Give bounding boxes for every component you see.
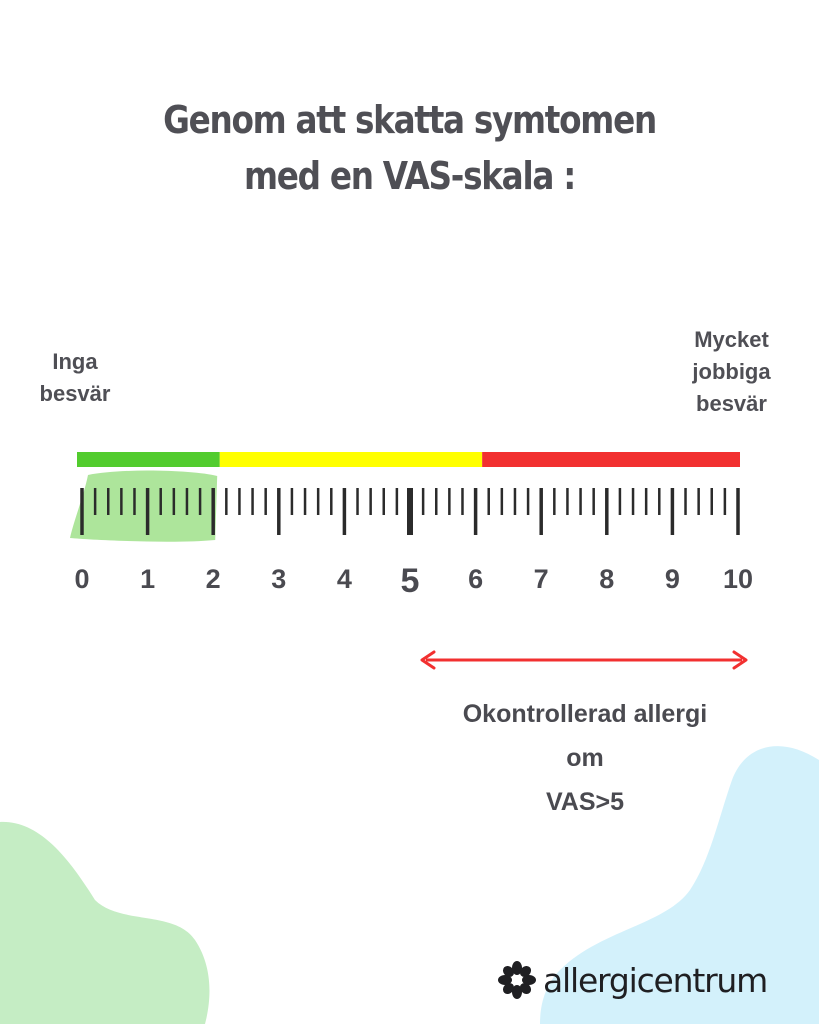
blue-background-blob xyxy=(540,746,819,1024)
scale-left-label: Inga besvär xyxy=(39,349,111,406)
scale-zone xyxy=(77,452,220,467)
vas-scale: 0 1 2 3 4 5 6 7 8 9 10 xyxy=(70,452,753,670)
tick-label: 8 xyxy=(599,564,614,594)
tick-label: 7 xyxy=(534,564,549,594)
uncontrolled-allergy-note: Okontrollerad allergi om VAS>5 xyxy=(395,692,775,824)
page-title: Genom att skatta symtomen med en VAS-ska… xyxy=(57,92,761,204)
scale-right-label-line: Mycket xyxy=(694,327,769,352)
tick-label: 6 xyxy=(468,564,483,594)
flower-icon xyxy=(498,961,536,999)
scale-zone xyxy=(219,452,483,467)
allergicentrum-logo: allergicentrum xyxy=(497,955,768,1005)
title-line-1: Genom att skatta symtomen xyxy=(163,98,657,142)
tick-label: 10 xyxy=(723,564,753,594)
title-line-2: med en VAS-skala : xyxy=(244,154,576,198)
scale-zone xyxy=(482,452,740,467)
tick-label: 2 xyxy=(206,564,221,594)
note-line-1: Okontrollerad allergi xyxy=(462,700,708,728)
green-background-blob xyxy=(0,821,210,1024)
highlight-region xyxy=(70,470,218,542)
scale-right-label-line: besvär xyxy=(696,391,767,416)
note-line-3: VAS>5 xyxy=(545,788,625,816)
tick-label: 4 xyxy=(337,564,352,594)
tick-label: 3 xyxy=(271,564,286,594)
range-arrow-left-head xyxy=(420,650,436,670)
tick-label: 9 xyxy=(665,564,680,594)
tick-label: 1 xyxy=(140,564,155,594)
note-line-2: om xyxy=(566,744,604,772)
logo-text: allergicentrum xyxy=(543,960,768,1000)
tick-label: 5 xyxy=(401,562,420,600)
scale-right-label: Mycket jobbiga besvär xyxy=(664,324,799,420)
range-arrow-right-head xyxy=(732,650,748,670)
tick-label: 0 xyxy=(74,564,89,594)
scale-right-label-line: jobbiga xyxy=(692,359,771,384)
